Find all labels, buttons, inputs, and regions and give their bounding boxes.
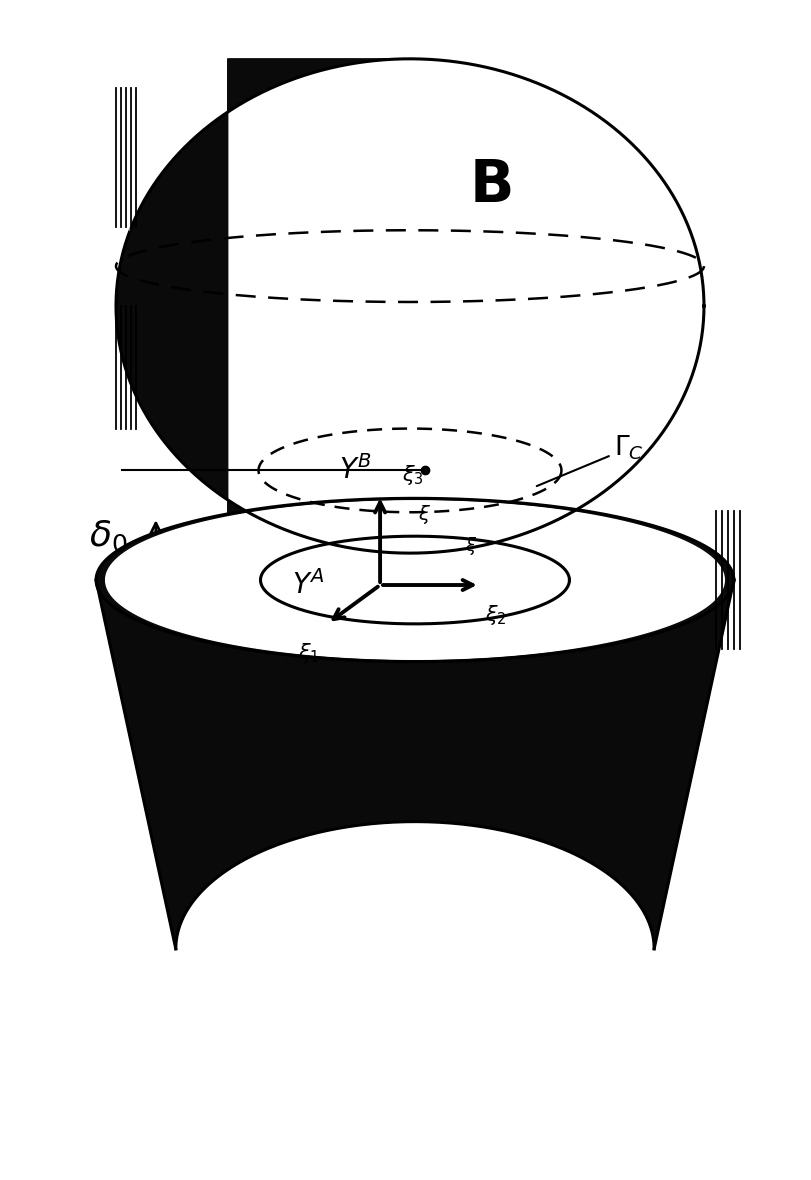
Text: $\xi_3$: $\xi_3$ xyxy=(401,464,423,487)
Text: $\xi_2$: $\xi_2$ xyxy=(484,603,506,627)
Text: $Y^B$: $Y^B$ xyxy=(338,455,371,485)
Text: $Y^A$: $Y^A$ xyxy=(291,570,324,599)
Text: $\xi_1$: $\xi_1$ xyxy=(298,641,320,666)
Text: $\xi$: $\xi$ xyxy=(464,535,476,557)
Polygon shape xyxy=(116,59,410,553)
Polygon shape xyxy=(105,500,723,660)
Polygon shape xyxy=(116,59,703,553)
Polygon shape xyxy=(96,498,733,949)
Text: $\delta_0$: $\delta_0$ xyxy=(89,518,128,553)
Text: $\xi$: $\xi$ xyxy=(418,503,431,526)
Text: $\mathbf{B}$: $\mathbf{B}$ xyxy=(468,158,510,215)
Text: $\Gamma_C$: $\Gamma_C$ xyxy=(536,433,643,486)
